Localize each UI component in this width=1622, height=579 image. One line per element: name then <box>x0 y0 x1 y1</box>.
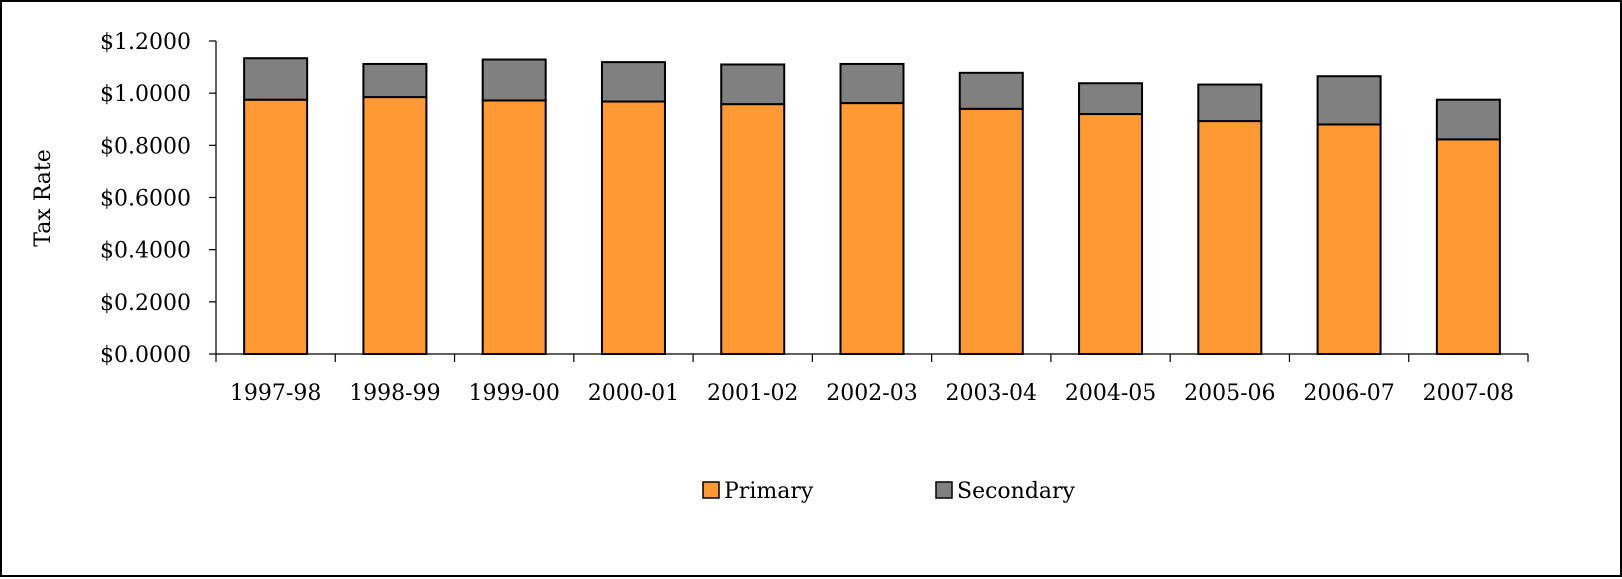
y-tick-label: $0.6000 <box>100 187 191 212</box>
bar-secondary <box>1078 82 1144 116</box>
bar-secondary <box>1316 75 1382 126</box>
y-tick-label: $1.0000 <box>100 82 191 107</box>
y-tick-label: $0.2000 <box>100 291 191 316</box>
bar-secondary <box>1197 83 1263 123</box>
bar-primary <box>600 100 666 355</box>
bar-primary <box>1435 138 1501 355</box>
bar-primary <box>243 98 309 355</box>
bar-primary <box>1078 113 1144 355</box>
y-tick-label: $0.8000 <box>100 134 191 159</box>
x-tick-label: 1999-00 <box>468 381 559 406</box>
legend-swatch-primary <box>702 481 720 499</box>
x-tick-label: 2003-04 <box>946 381 1037 406</box>
legend-label-primary: Primary <box>724 479 814 504</box>
x-tick-label: 1997-98 <box>230 381 321 406</box>
bar-primary <box>720 103 786 355</box>
x-tick-label: 2004-05 <box>1065 381 1156 406</box>
bar-secondary <box>720 63 786 106</box>
x-tick-label: 2006-07 <box>1303 381 1394 406</box>
x-tick-label: 1998-99 <box>349 381 440 406</box>
y-tick-label: $0.4000 <box>100 239 191 264</box>
bar-secondary <box>362 62 428 99</box>
x-tick-label: 2002-03 <box>826 381 917 406</box>
legend: Primary Secondary <box>702 479 1076 504</box>
bar-secondary <box>1435 98 1501 141</box>
bar-primary <box>362 96 428 356</box>
bar-primary <box>481 99 547 355</box>
bar-primary <box>958 107 1024 355</box>
y-axis-title: Tax Rate <box>31 149 56 247</box>
bar-secondary <box>481 58 547 102</box>
bar-secondary <box>839 62 905 105</box>
x-tick-label: 2007-08 <box>1423 381 1514 406</box>
bar-secondary <box>600 61 666 103</box>
y-tick-label: $0.0000 <box>100 343 191 368</box>
bar-secondary <box>958 71 1024 110</box>
bar-secondary <box>243 57 309 101</box>
x-tick-label: 2000-01 <box>588 381 679 406</box>
x-tick-label: 2001-02 <box>707 381 798 406</box>
bar-primary <box>839 102 905 355</box>
x-tick-label: 2005-06 <box>1184 381 1275 406</box>
bar-primary <box>1197 120 1263 355</box>
legend-swatch-secondary <box>935 481 953 499</box>
legend-label-secondary: Secondary <box>957 479 1076 504</box>
plot-area: $0.0000 $0.2000 $0.4000 $0.6000 $0.8000 $1.00… <box>100 30 1529 406</box>
y-tick-label: $1.2000 <box>100 30 191 55</box>
bar-primary <box>1316 123 1382 356</box>
